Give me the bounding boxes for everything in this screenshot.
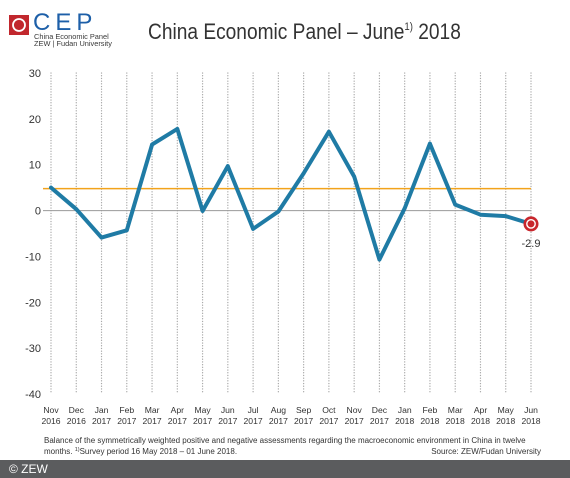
data-point: [428, 141, 432, 146]
vertical-gridlines: [50, 72, 532, 395]
x-tick-year: 2018: [521, 416, 540, 426]
x-tick-month: Apr: [171, 405, 185, 415]
title-year: 2018: [418, 19, 461, 44]
data-point: [99, 235, 104, 240]
x-tick-month: Jan: [95, 405, 109, 415]
x-tick-month: Dec: [372, 405, 388, 415]
data-point: [377, 257, 382, 262]
title-text: China Economic Panel – June: [148, 19, 405, 44]
x-tick-year: 2017: [370, 416, 389, 426]
data-point: [301, 171, 306, 176]
data-point: [251, 227, 255, 231]
data-point: [503, 214, 508, 218]
x-tick-year: 2017: [143, 416, 162, 426]
footnote-marker: 1): [74, 447, 80, 453]
line-chart: 3020100-10-20-30-40-2.9Nov2016Dec2016Jan…: [25, 68, 541, 426]
title-footnote-marker: 1): [404, 21, 413, 33]
series-line: [49, 126, 533, 262]
x-tick-year: 2017: [168, 416, 187, 426]
last-value-marker: [523, 216, 539, 232]
x-tick-year: 2018: [496, 416, 515, 426]
logo-wordmark: CEP: [33, 9, 98, 36]
y-tick-label: 10: [29, 160, 41, 172]
logo-square: [9, 15, 29, 35]
logo-tagline: China Economic Panel: [34, 32, 109, 41]
x-tick-year: 2018: [420, 416, 439, 426]
x-tick-month: Aug: [271, 405, 287, 415]
x-tick-month: Dec: [69, 405, 85, 415]
x-tick-year: 2017: [117, 416, 136, 426]
x-tick-month: Feb: [119, 405, 134, 415]
x-tick-year: 2018: [446, 416, 465, 426]
x-tick-year: 2017: [193, 416, 212, 426]
x-tick-month: May: [498, 405, 515, 415]
data-point: [226, 164, 230, 168]
x-tick-month: Apr: [474, 405, 488, 415]
x-tick-month: Mar: [448, 405, 463, 415]
x-tick-month: Jan: [398, 405, 412, 415]
x-tick-year: 2016: [67, 416, 86, 426]
data-point: [478, 212, 483, 217]
logo-institutions: ZEW | Fudan University: [34, 39, 112, 48]
y-tick-label: -20: [25, 297, 41, 309]
y-tick-label: 30: [29, 68, 41, 80]
x-tick-year: 2018: [471, 416, 490, 426]
x-tick-month: Feb: [422, 405, 437, 415]
source-note: Source: ZEW/Fudan University: [431, 446, 541, 456]
y-tick-label: 20: [29, 114, 41, 126]
footnote-survey-period: Survey period 16 May 2018 – 01 June 2018…: [79, 446, 238, 456]
x-tick-month: May: [194, 405, 211, 415]
data-point: [352, 174, 357, 179]
x-tick-month: Oct: [322, 405, 336, 415]
y-tick-label: -30: [25, 343, 41, 355]
page-title: China Economic Panel – June1) 2018: [148, 19, 461, 45]
x-tick-year: 2017: [345, 416, 364, 426]
x-tick-month: Jun: [221, 405, 235, 415]
x-tick-year: 2016: [41, 416, 60, 426]
y-tick-label: -10: [25, 251, 41, 263]
x-tick-month: Sep: [296, 405, 312, 415]
x-tick-year: 2017: [294, 416, 313, 426]
data-point: [200, 209, 205, 213]
y-axis-labels: 30 20 10 0 -10 -20 -30 -40: [25, 68, 41, 401]
x-tick-month: Jul: [248, 405, 259, 415]
data-point: [276, 209, 281, 214]
x-tick-year: 2017: [218, 416, 237, 426]
data-point: [327, 129, 331, 134]
footnote-description: Balance of the symmetrically weighted po…: [44, 436, 526, 456]
data-point: [175, 127, 180, 131]
data-point: [402, 206, 407, 211]
x-tick-year: 2017: [244, 416, 263, 426]
last-value-label: -2.9: [522, 238, 541, 250]
data-point: [74, 207, 79, 211]
x-tick-month: Nov: [347, 405, 363, 415]
data-point: [49, 185, 53, 190]
copyright-bar: © ZEW: [0, 460, 570, 478]
x-tick-year: 2017: [269, 416, 288, 426]
y-tick-label: 0: [35, 206, 41, 218]
last-value-marker-ring: [526, 218, 536, 229]
x-tick-month: Mar: [145, 405, 160, 415]
x-axis-labels: Nov2016Dec2016Jan2017Feb2017Mar2017Apr20…: [41, 405, 540, 426]
data-point: [150, 142, 154, 147]
x-tick-year: 2017: [92, 416, 111, 426]
x-tick-year: 2018: [395, 416, 414, 426]
chart-footnote: Balance of the symmetrically weighted po…: [44, 436, 541, 457]
x-tick-month: Nov: [43, 405, 59, 415]
x-tick-year: 2017: [319, 416, 338, 426]
data-point: [453, 202, 458, 207]
x-tick-month: Jun: [524, 405, 538, 415]
data-point: [125, 228, 129, 233]
y-tick-label: -40: [25, 389, 41, 401]
cep-logo-icon: [9, 15, 29, 35]
copyright-text: © ZEW: [9, 462, 48, 476]
